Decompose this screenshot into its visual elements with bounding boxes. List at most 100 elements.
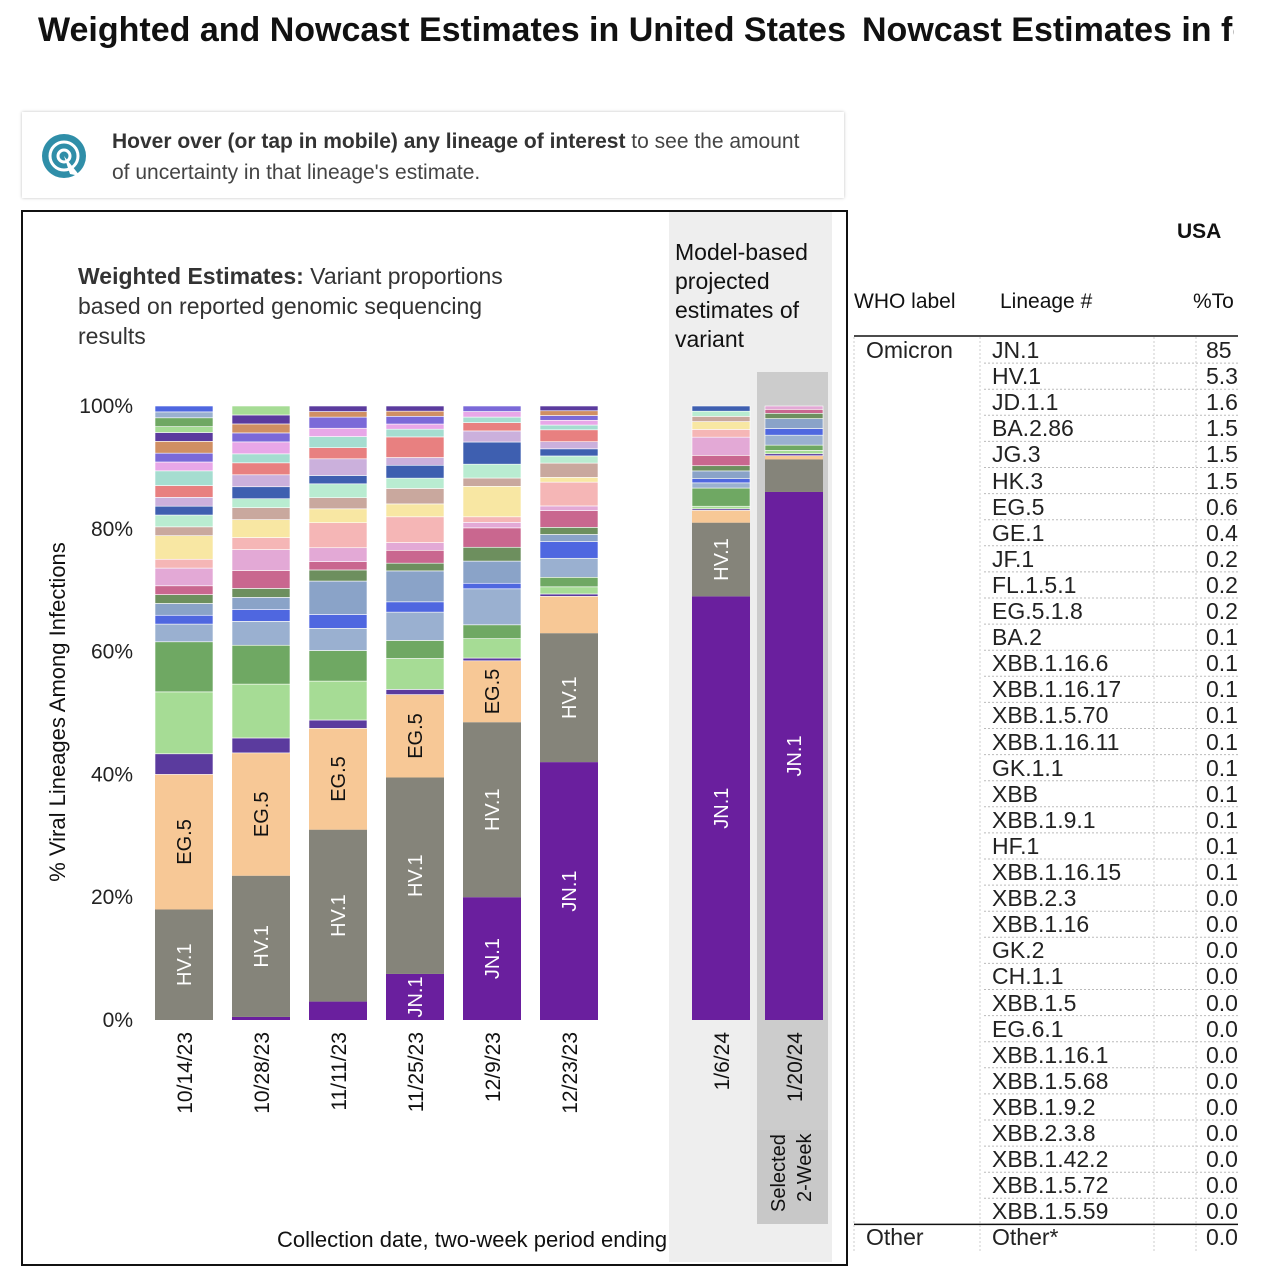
bar-segment-jn-1[interactable] [540, 762, 598, 1020]
bar-segment-other-lineage[interactable] [231, 507, 291, 520]
bar-segment-other-lineage[interactable] [308, 483, 368, 499]
bar-segment-other-lineage[interactable] [308, 508, 368, 524]
bar-segment-other-lineage[interactable] [308, 650, 368, 682]
bar-segment-eg-5[interactable] [155, 774, 213, 910]
bar-segment-other-lineage[interactable] [154, 614, 214, 625]
bar-segment-jn-1[interactable] [309, 1001, 367, 1020]
bar-segment-other-lineage[interactable] [308, 569, 368, 582]
bar-segment-other-lineage[interactable] [462, 638, 522, 659]
bar-segment-other-lineage[interactable] [154, 594, 214, 604]
bar-segment-other-lineage[interactable] [462, 441, 522, 465]
bar-segment-other-lineage[interactable] [385, 549, 445, 564]
bar-segment-other-lineage[interactable] [385, 516, 445, 543]
bar-segment-other-lineage[interactable] [154, 535, 214, 560]
bar-segment-other-lineage[interactable] [308, 475, 368, 485]
bar-segment-other-lineage[interactable] [691, 465, 751, 472]
bar-segment-other-lineage[interactable] [308, 614, 368, 629]
bar-segment-other-lineage[interactable] [385, 436, 445, 458]
bar-segment-other-lineage[interactable] [691, 455, 751, 467]
bar-segment-other-lineage[interactable] [154, 417, 214, 427]
bar-segment-other-lineage[interactable] [231, 549, 291, 571]
bar-segment-other-lineage[interactable] [154, 452, 214, 463]
bar-segment-eg-5[interactable] [309, 728, 367, 830]
bar-segment-other-lineage[interactable] [231, 432, 291, 443]
bar-segment-other-lineage[interactable] [154, 470, 214, 486]
bar-segment-other-lineage[interactable] [385, 689, 445, 695]
bar-segment-other-lineage[interactable] [154, 514, 214, 528]
bar-segment-other-lineage[interactable] [385, 405, 445, 412]
bar-segment-other-lineage[interactable] [462, 430, 522, 443]
bar-segment-other-lineage[interactable] [154, 623, 214, 643]
bar-segment-other-lineage[interactable] [539, 429, 599, 442]
bar-segment-other-lineage[interactable] [308, 416, 368, 429]
bar-segment-other-lineage[interactable] [154, 461, 214, 472]
bar-segment-other-lineage[interactable] [539, 405, 599, 412]
bar-segment-other-lineage[interactable] [462, 527, 522, 548]
bar-segment-other-lineage[interactable] [539, 593, 599, 597]
bar-segment-other-lineage[interactable] [308, 405, 368, 412]
bar-segment-other-lineage[interactable] [308, 427, 368, 437]
bar-segment-other-lineage[interactable] [462, 624, 522, 639]
bar-segment-other-lineage[interactable] [462, 588, 522, 626]
bar-segment-hv-1[interactable] [463, 722, 521, 898]
bar-segment-other-lineage[interactable] [154, 558, 214, 569]
bar-segment-other-lineage[interactable] [231, 498, 291, 508]
bar-segment-other-lineage[interactable] [231, 597, 291, 610]
bar-segment-other-lineage[interactable] [691, 405, 751, 412]
bar-segment-other-lineage[interactable] [308, 497, 368, 510]
bar-segment-other-lineage[interactable] [764, 418, 824, 429]
bar-segment-other-lineage[interactable] [154, 432, 214, 442]
bar-segment-other-lineage[interactable] [462, 416, 522, 423]
bar-segment-other-lineage[interactable] [385, 488, 445, 505]
bar-segment-other-lineage[interactable] [231, 683, 291, 739]
bar-segment-other-lineage[interactable] [539, 448, 599, 457]
bar-segment-hv-1[interactable] [540, 633, 598, 763]
bar-segment-other-lineage[interactable] [539, 577, 599, 588]
bar-segment-other-lineage[interactable] [231, 609, 291, 622]
bar-segment-other-lineage[interactable] [154, 585, 214, 595]
bar-segment-other-lineage[interactable] [691, 436, 751, 456]
bar-segment-other-lineage[interactable] [385, 428, 445, 438]
bar-segment-hv-1[interactable] [765, 459, 823, 492]
bar-segment-other-lineage[interactable] [308, 580, 368, 615]
bar-segment-other-lineage[interactable] [385, 423, 445, 430]
bar-segment-eg-5[interactable] [463, 660, 521, 723]
bar-segment-other-lineage[interactable] [231, 588, 291, 598]
bar-segment-other-lineage[interactable] [154, 567, 214, 587]
bar-segment-eg-5[interactable] [386, 694, 444, 778]
bar-segment-other-lineage[interactable] [385, 611, 445, 641]
bar-segment-other-lineage[interactable] [231, 453, 291, 464]
bar-segment-other-lineage[interactable] [385, 601, 445, 613]
bar-segment-other-lineage[interactable] [462, 516, 522, 523]
bar-segment-other-lineage[interactable] [691, 416, 751, 422]
bar-segment-other-lineage[interactable] [764, 428, 824, 436]
bar-segment-other-lineage[interactable] [154, 753, 214, 775]
bar-segment-other-lineage[interactable] [231, 462, 291, 476]
bar-segment-other-lineage[interactable] [231, 570, 291, 589]
bar-segment-eg-5[interactable] [540, 596, 598, 634]
bar-segment-other-lineage[interactable] [385, 562, 445, 572]
bar-segment-other-lineage[interactable] [691, 470, 751, 480]
bar-segment-jn-1[interactable] [765, 491, 823, 1021]
bar-segment-other-lineage[interactable] [764, 412, 824, 419]
bar-segment-other-lineage[interactable] [462, 657, 522, 662]
bar-segment-jn-1[interactable] [463, 897, 521, 1020]
bar-segment-other-lineage[interactable] [308, 458, 368, 476]
bar-segment-other-lineage[interactable] [308, 628, 368, 651]
bar-segment-other-lineage[interactable] [385, 658, 445, 690]
bar-segment-other-lineage[interactable] [385, 457, 445, 466]
bar-segment-other-lineage[interactable] [154, 411, 214, 419]
bar-segment-other-lineage[interactable] [308, 411, 368, 418]
bar-segment-other-lineage[interactable] [539, 541, 599, 559]
bar-segment-other-lineage[interactable] [308, 561, 368, 571]
bar-segment-other-lineage[interactable] [764, 409, 824, 414]
bar-segment-other-lineage[interactable] [385, 542, 445, 551]
bar-segment-other-lineage[interactable] [154, 485, 214, 498]
bar-segment-other-lineage[interactable] [231, 441, 291, 455]
bar-segment-hv-1[interactable] [692, 522, 750, 597]
bar-segment-other-lineage[interactable] [231, 537, 291, 550]
bar-segment-other-lineage[interactable] [539, 424, 599, 431]
bar-segment-other-lineage[interactable] [539, 534, 599, 542]
bar-segment-other-lineage[interactable] [154, 641, 214, 693]
bar-segment-other-lineage[interactable] [539, 415, 599, 421]
